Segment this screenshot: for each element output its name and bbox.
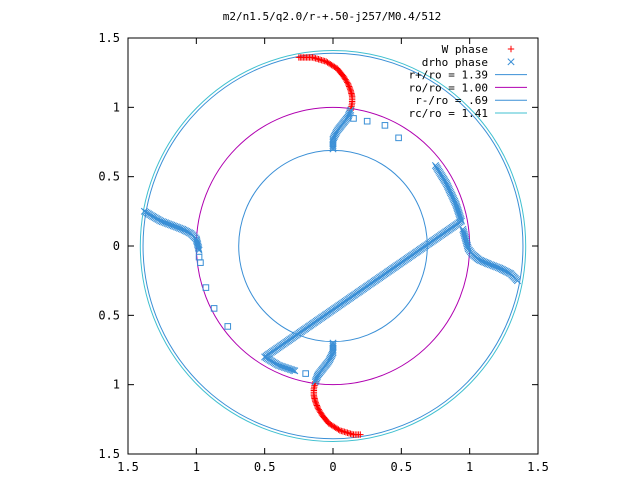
y-tick-label: 1.5 [98, 31, 120, 45]
y-tick-label: 0 [113, 239, 120, 253]
series-2-point-8 [210, 305, 218, 312]
series-2-point-3 [395, 134, 402, 142]
series-1-arm-4-point [289, 366, 297, 374]
series-1-arm-2-point [193, 236, 201, 245]
series-0-arm-1-point [314, 403, 321, 411]
y-tick-label: 1 [113, 378, 120, 392]
series-1-arm-0-point [329, 143, 337, 151]
series-0-arm-1-point [314, 405, 322, 412]
series-2-point-1 [363, 117, 371, 125]
x-tick-label: 1 [193, 460, 200, 474]
series-1-arm-2-point [194, 241, 202, 249]
series-2-point-2 [381, 122, 389, 129]
legend-label-5: rc/ro = 1.41 [409, 107, 488, 120]
legend-label-1: drho phase [422, 56, 488, 69]
series-1-arm-0-point [329, 145, 337, 153]
series-0-arm-0-point [347, 86, 354, 93]
series-0-arm-1-point [315, 406, 322, 413]
legend-symbol-0 [507, 45, 515, 53]
x-tick-label: 1.5 [527, 460, 549, 474]
series-2-point-0 [350, 115, 357, 122]
circle-0 [142, 52, 524, 440]
chart-title: m2/n1.5/q2.0/r-+.50-j257/M0.4/512 [223, 10, 442, 23]
series-0-arm-0-point [345, 81, 352, 89]
series-1-arm-1-point [329, 339, 337, 347]
series-0-arm-0-point [344, 80, 352, 87]
series-0-arm-1-point [313, 402, 321, 409]
legend-label-3: ro/ro = 1.00 [409, 81, 488, 94]
series-1-arm-2-point [194, 243, 202, 251]
x-tick-label: 0.5 [254, 460, 276, 474]
circle-3 [139, 49, 527, 443]
series-0-arm-0-point [346, 84, 353, 92]
series-1-arm-2-point [195, 245, 203, 253]
series-1-arm-1-point [329, 341, 337, 349]
series-0-arm-0-point [345, 83, 353, 90]
series-2-point-4 [302, 370, 309, 377]
series-2-point-7 [202, 284, 210, 291]
x-tick-label: 1.5 [117, 460, 139, 474]
series-1-arm-3-point [459, 225, 467, 233]
x-tick-label: 0.5 [390, 460, 412, 474]
axis-ticks: 1.5 1 0.5 0 0.5 1 1.51.510.500.511.5 [98, 31, 549, 474]
legend-symbol-1 [507, 58, 515, 66]
series-1-arm-2-point [195, 246, 203, 254]
series-1-arm-1-point [329, 342, 337, 350]
legend-label-0: W phase [442, 43, 488, 56]
series-1-arm-2-point [192, 235, 200, 243]
legend-label-2: r+/ro = 1.39 [409, 69, 488, 82]
series-1 [140, 106, 522, 386]
y-tick-label: 1 [113, 100, 120, 114]
x-tick-label: 0 [329, 460, 336, 474]
x-tick-label: 1 [466, 460, 473, 474]
y-tick-label: 0.5 [98, 308, 120, 322]
series-1-arm-2-point [193, 238, 201, 246]
series-0-arm-1-point [312, 399, 319, 406]
series-2 [195, 115, 402, 377]
series-0-arm-0-point [344, 79, 351, 86]
series-1-arm-0-point [329, 142, 337, 150]
y-tick-label: 1.5 [98, 447, 120, 461]
y-tick-label: 0.5 [98, 170, 120, 184]
series-layer [140, 54, 522, 438]
series-2-point-6 [197, 259, 204, 266]
series-1-arm-3-point [459, 227, 467, 235]
series-1-arm-2-point [193, 239, 201, 247]
series-0 [295, 54, 364, 438]
series-2-point-9 [224, 323, 232, 330]
legend-label-4: r-/ro = .69 [415, 94, 488, 107]
series-0-arm-1-point [313, 400, 320, 408]
series-1-arm-4-point [291, 367, 299, 375]
series-1-arm-2-point [194, 242, 202, 250]
